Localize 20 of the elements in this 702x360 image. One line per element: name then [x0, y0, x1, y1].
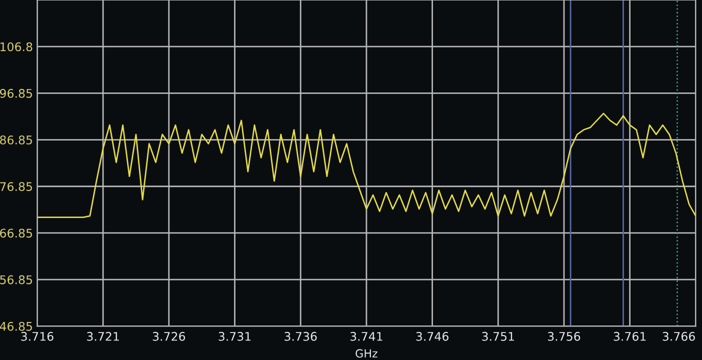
x-tick-label: 3.756: [548, 332, 580, 341]
x-tick-label: 3.741: [350, 332, 382, 341]
y-tick-label: 96.85: [0, 88, 32, 98]
x-tick-label: 3.766: [662, 332, 695, 341]
x-tick-label: 3.716: [21, 332, 54, 341]
x-tick-label: 3.751: [482, 332, 514, 341]
y-tick-label: 46.85: [0, 322, 32, 331]
y-tick-label: 66.85: [0, 228, 32, 238]
x-tick-label: 3.726: [152, 332, 186, 341]
y-tick-label: 56.85: [0, 275, 32, 284]
x-tick-label: 3.731: [218, 332, 251, 341]
x-tick-label: 3.746: [416, 332, 448, 341]
line-series: [37, 112, 696, 218]
x-tick-label: 3.761: [614, 332, 646, 341]
x-axis-title: GHz: [356, 349, 378, 358]
y-tick-label: 106.8: [0, 42, 32, 52]
y-tick-label: 86.85: [0, 136, 32, 144]
x-tick-label: 3.736: [284, 332, 317, 341]
x-tick-label: 3.721: [87, 332, 119, 341]
y-tick-label: 76.85: [0, 182, 32, 192]
